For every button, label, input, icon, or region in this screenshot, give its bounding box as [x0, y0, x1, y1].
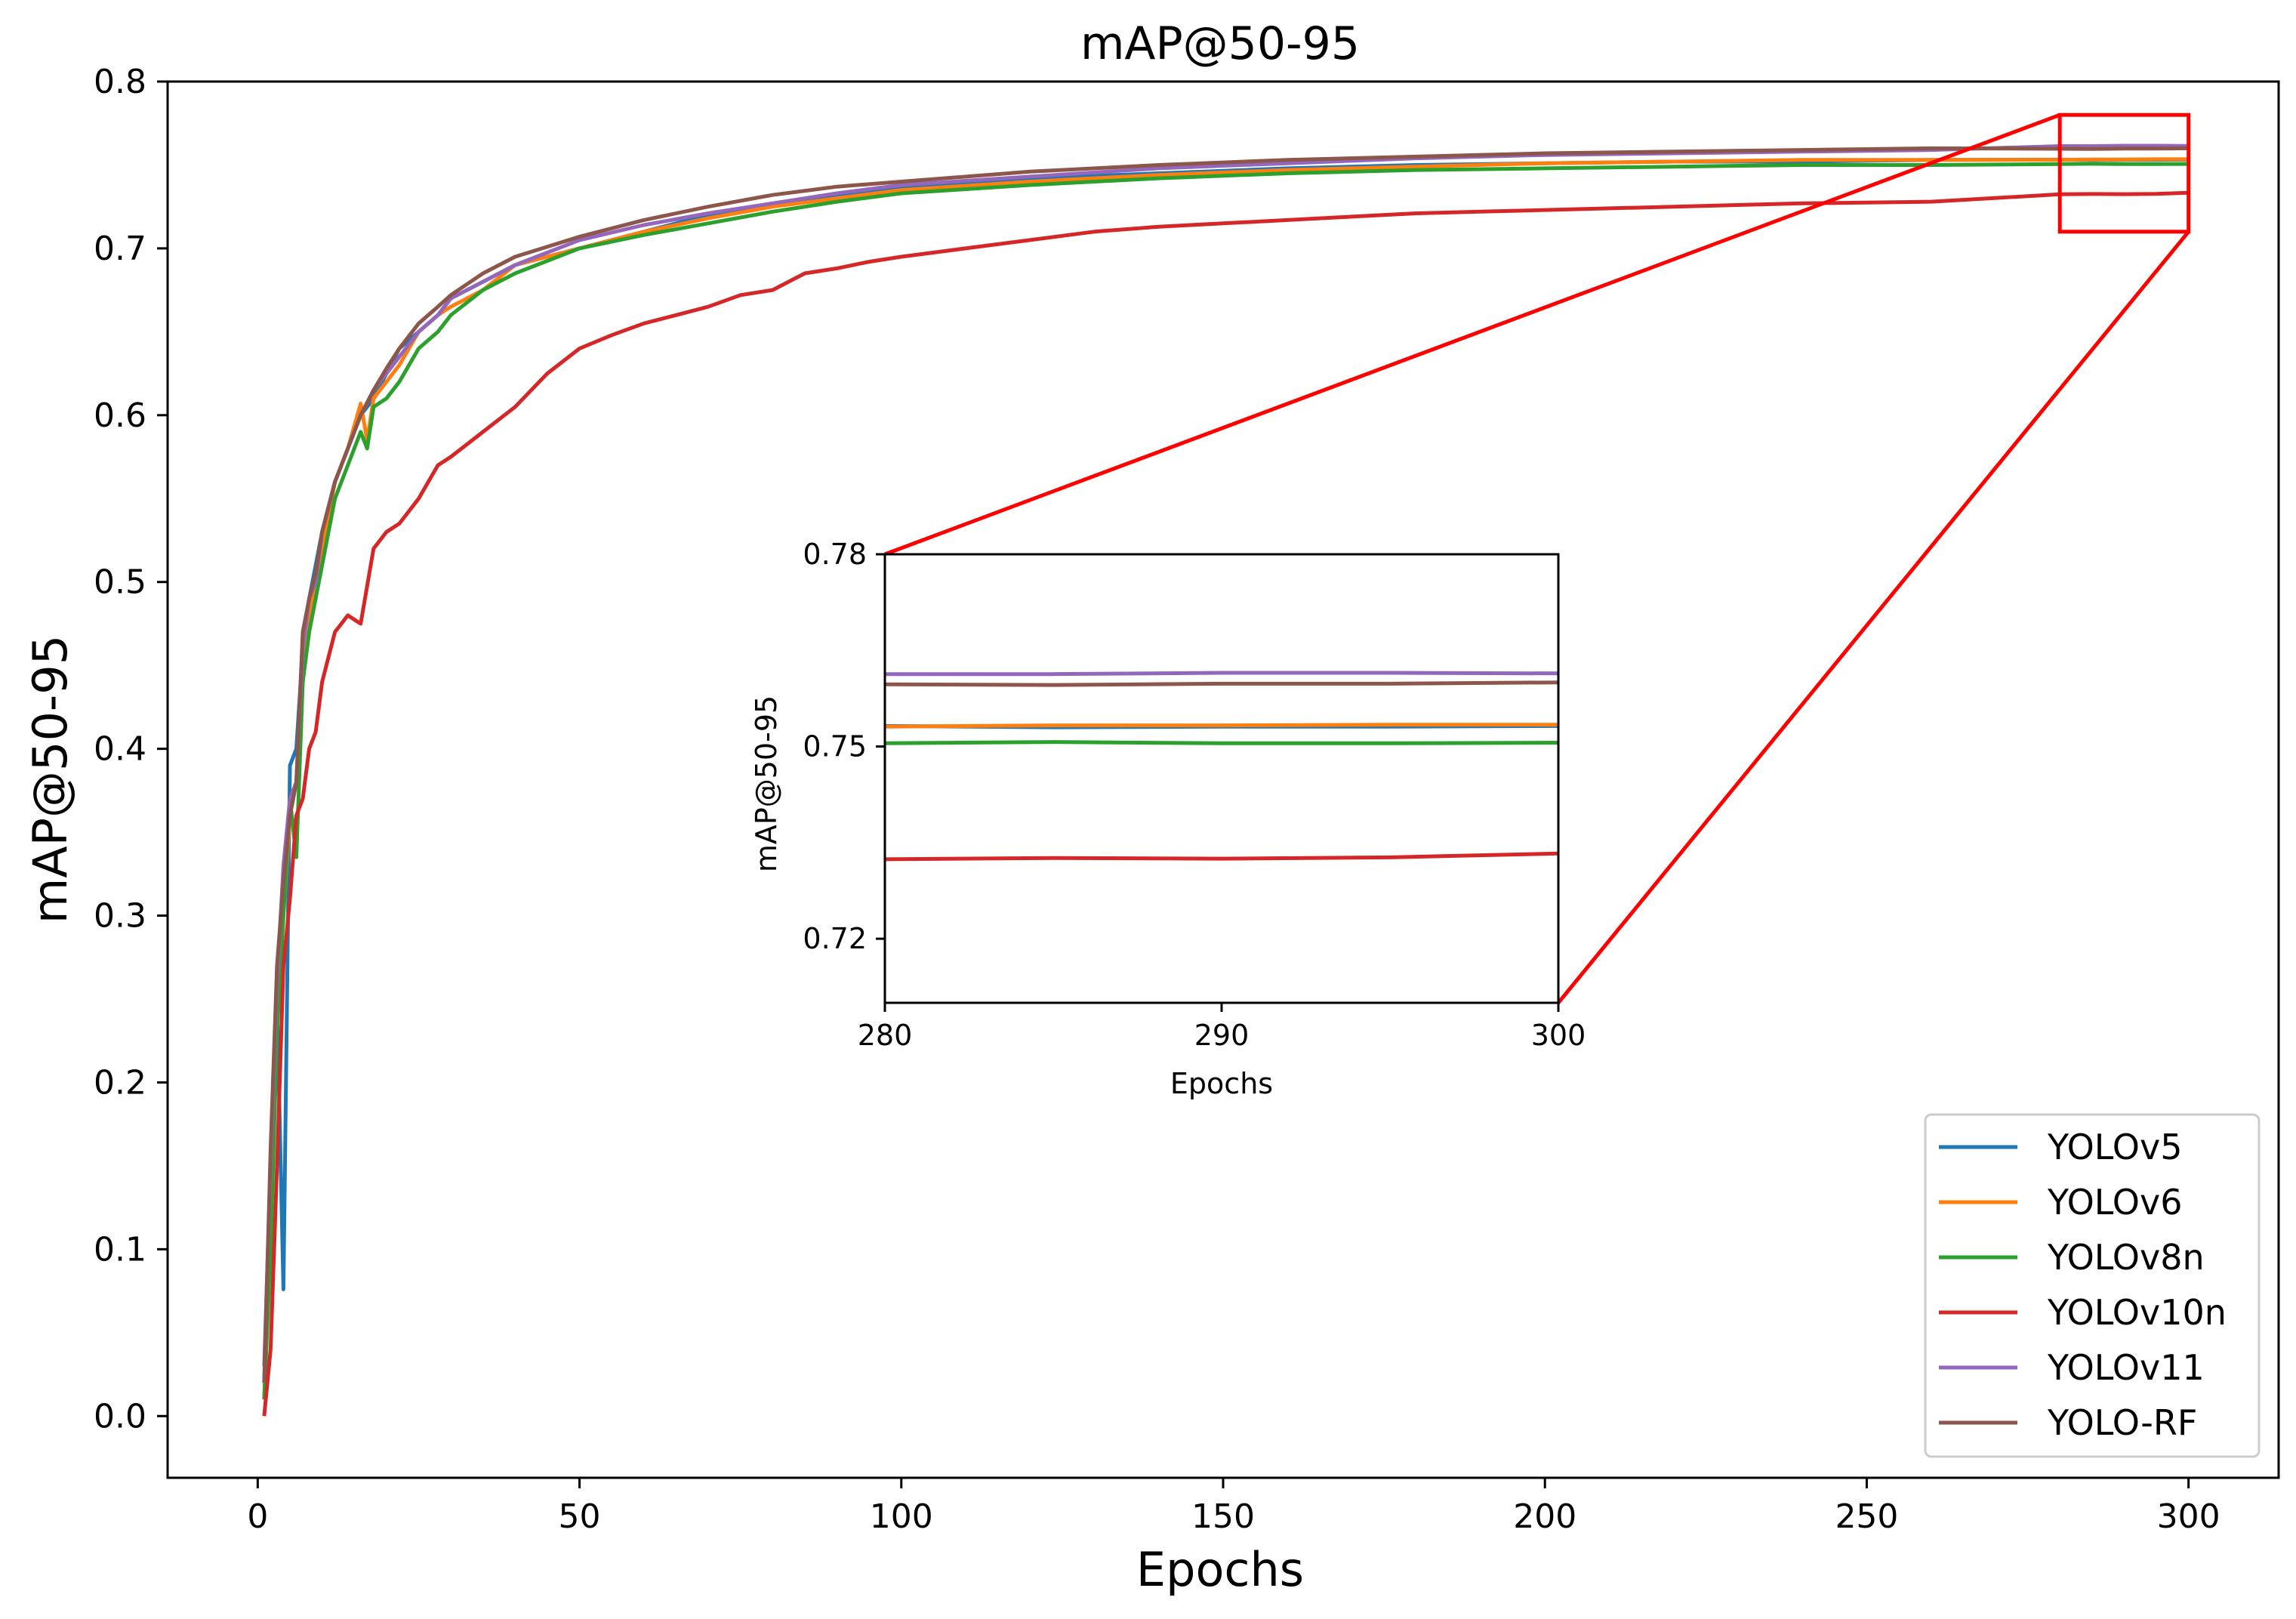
series-line-yolov8n: [262, 162, 2189, 1400]
y-tick-label: 0.7: [94, 230, 146, 268]
legend-label: YOLOv10n: [2047, 1292, 2227, 1333]
inset-series-lines: [885, 671, 1558, 862]
legend-label: YOLO-RF: [2047, 1402, 2197, 1443]
y-tick-label: 0.8: [94, 63, 146, 101]
inset-series-line-yolov11: [885, 671, 1558, 677]
y-axis-label: mAP@50-95: [23, 635, 78, 924]
legend-label: YOLOv11: [2047, 1347, 2205, 1388]
x-tick-label: 150: [1191, 1497, 1255, 1536]
inset-y-axis-label: mAP@50-95: [750, 695, 783, 872]
inset-axis-ticks: 280 290 300 0.72 0.75 0.78: [803, 538, 1586, 1052]
y-tick-label: 0.6: [94, 396, 146, 435]
y-tick-label: 0.2: [94, 1063, 146, 1102]
inset-plot: 280 290 300 0.72 0.75 0.78 Epochs mAP@50-95: [750, 538, 1586, 1100]
y-tick-label: 0.5: [94, 563, 146, 602]
x-tick-label: 300: [2157, 1497, 2220, 1536]
inset-x-tick-label: 290: [1194, 1019, 1250, 1052]
legend-label: YOLOv8n: [2047, 1237, 2205, 1278]
y-tick-label: 0.4: [94, 730, 146, 769]
main-plot: 0 50 100 150 200 250 300 0.0 0.1 0.2 0.3 0.4 0.5 0.6 0…: [94, 63, 2280, 1536]
legend-item: YOLOv10n: [1939, 1292, 2227, 1333]
inset-x-tick-label: 300: [1531, 1019, 1586, 1052]
inset-y-tick-label: 0.72: [803, 922, 867, 955]
x-tick-label: 250: [1835, 1497, 1898, 1536]
zoom-region-box: [2057, 113, 2191, 234]
x-tick-label: 100: [870, 1497, 933, 1536]
legend-item: YOLO-RF: [1939, 1402, 2197, 1443]
legend-box: [1924, 1113, 2261, 1458]
legend-item: YOLOv11: [1939, 1347, 2205, 1388]
y-tick-label: 0.3: [94, 897, 146, 936]
legend-item: YOLOv6: [1939, 1182, 2182, 1223]
series-line-yolo-rf: [262, 146, 2189, 1383]
legend-items: YOLOv5 YOLOv6 YOLOv8n YOLOv10n YOLOv11 YOLO-R…: [1939, 1127, 2227, 1443]
inset-series-line-yolo-rf: [885, 680, 1558, 687]
legend: YOLOv5 YOLOv6 YOLOv8n YOLOv10n YOLOv11 YOLO-R…: [1924, 1113, 2261, 1458]
x-tick-label: 0: [247, 1497, 268, 1536]
inset-series-line-yolov6: [885, 723, 1558, 729]
legend-label: YOLOv5: [2047, 1127, 2182, 1167]
legend-label: YOLOv6: [2047, 1182, 2182, 1223]
main-axis-ticks: 0 50 100 150 200 250 300 0.0 0.1 0.2 0.3 0.4 0.5 0.6 0…: [94, 63, 2220, 1536]
zoom-connector-line: [884, 113, 2061, 557]
legend-item: YOLOv5: [1939, 1127, 2182, 1167]
inset-y-tick-label: 0.75: [803, 730, 867, 763]
inset-series-line-yolov8n: [885, 740, 1558, 745]
main-series-lines: [262, 143, 2189, 1417]
chart-title: mAP@50-95: [1080, 17, 1360, 70]
inset-y-tick-label: 0.78: [803, 538, 867, 571]
x-axis-label: Epochs: [1136, 1542, 1304, 1597]
x-tick-label: 200: [1513, 1497, 1576, 1536]
inset-x-tick-label: 280: [858, 1019, 913, 1052]
legend-item: YOLOv8n: [1939, 1237, 2205, 1278]
zoom-indicator: [884, 113, 2191, 1004]
inset-plot-background: [883, 553, 1560, 1004]
y-tick-label: 0.1: [94, 1230, 146, 1269]
zoom-connector-line: [1557, 230, 2190, 1004]
y-tick-label: 0.0: [94, 1397, 146, 1436]
series-line-yolov10n: [262, 190, 2189, 1417]
x-tick-label: 50: [559, 1497, 601, 1536]
inset-series-line-yolov10n: [885, 851, 1558, 862]
inset-x-axis-label: Epochs: [1170, 1067, 1273, 1100]
